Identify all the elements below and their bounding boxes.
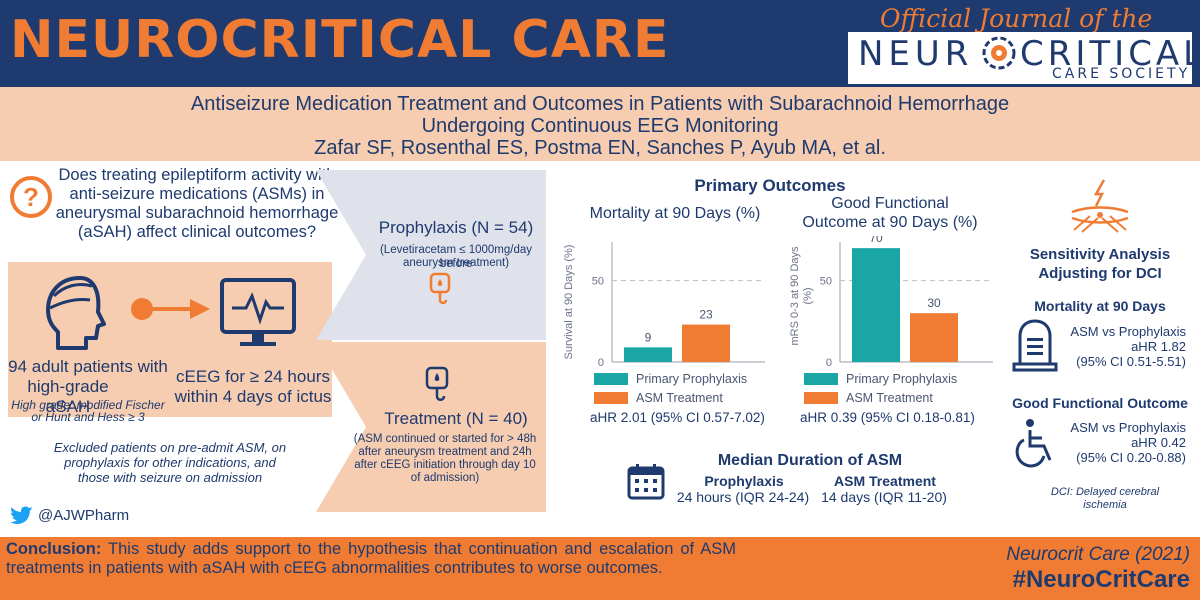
wheelchair-icon: [1015, 419, 1052, 468]
legend-label-asm-2: ASM Treatment: [846, 391, 933, 405]
bar-value-label-1-0: 70: [869, 236, 883, 245]
excluded-line1: Excluded patients on pre-admit ASM, on: [53, 440, 287, 455]
society-logo-icon: [982, 36, 1016, 70]
twitter-handle[interactable]: @AJWPharm: [38, 507, 130, 524]
patient-band: [8, 262, 332, 417]
arrow-right-icon: [131, 298, 210, 320]
article-title-line2: Undergoing Continuous EEG Monitoring: [421, 115, 779, 137]
high-grade-line2: or Hunt and Hess ≥ 3: [31, 410, 145, 424]
iv-bag-icon-treatment: [425, 366, 449, 401]
functional-ahr: aHR 0.39 (95% CI 0.18-0.81): [800, 410, 975, 425]
ceeg-line2: within 4 days of ictus: [174, 387, 332, 406]
calendar-icon: [627, 464, 665, 500]
sensitivity-heading-line2: Adjusting for DCI: [1038, 265, 1162, 282]
sensitivity-functional-line1: ASM vs Prophylaxis: [1070, 420, 1186, 435]
sensitivity-functional-line2: aHR 0.42: [1131, 435, 1186, 450]
society-name-part2: CRITICAL: [1020, 34, 1200, 74]
bar-0-0: [624, 347, 672, 362]
citation: Neurocrit Care (2021): [1006, 544, 1190, 565]
ceeg-line1: cEEG for ≥ 24 hours: [176, 367, 330, 386]
legend-label-prophylaxis-1: Primary Prophylaxis: [636, 372, 748, 386]
bar-1-0: [852, 248, 900, 362]
hashtag[interactable]: #NeuroCritCare: [1012, 566, 1190, 593]
sensitivity-functional-line3: (95% CI 0.20-0.88): [1076, 450, 1186, 465]
dci-note-line2: ischemia: [1083, 499, 1127, 511]
treatment-note-line2: after aneurysm treatment and 24h: [358, 446, 532, 458]
treatment-title: Treatment (N = 40): [384, 409, 528, 428]
twitter-bird-icon: [10, 506, 33, 524]
y-tick-label-1-0: 0: [826, 357, 832, 368]
conclusion-body: This study adds support to the hypothesi…: [6, 540, 736, 577]
legend-swatch-asm-1: [594, 392, 628, 404]
prophylaxis-note-line2: aneurysm treatment): [402, 257, 510, 269]
sensitivity-heading-line1: Sensitivity Analysis: [1029, 246, 1171, 263]
patients-line1: 94 adult patients with: [8, 357, 168, 376]
high-grade-line1: High grade: modified Fischer: [11, 398, 165, 412]
sensitivity-mortality-line1: ASM vs Prophylaxis: [1070, 324, 1186, 339]
sensitivity-mortality-line3: (95% CI 0.51-5.51): [1076, 354, 1186, 369]
bar-1-1: [910, 313, 958, 362]
group-panels-shape: [316, 170, 546, 512]
excluded-line3: those with seizure on admission: [77, 470, 263, 485]
question-icon: ?: [10, 176, 52, 218]
conclusion-text: Conclusion: This study adds support to t…: [6, 540, 736, 578]
excluded-line2: prophylaxis for other indications, and: [64, 455, 276, 470]
bar-value-label-0-1: 23: [699, 308, 713, 322]
sensitivity-mortality-line2: aHR 1.82: [1131, 339, 1186, 354]
legend-label-prophylaxis-2: Primary Prophylaxis: [846, 372, 958, 386]
brain-bleed-icon: [1071, 179, 1129, 233]
bar-value-label-1-1: 30: [927, 296, 941, 310]
functional-ylabel-line1: mRS 0-3 at 90 Days: [789, 246, 801, 346]
society-logo-box: [848, 32, 1192, 84]
conclusion-band: [0, 537, 1200, 600]
legend-swatch-prophylaxis-1: [594, 373, 628, 385]
mortality-chart-title: Mortality at 90 Days (%): [589, 205, 761, 222]
research-question: Does treating epileptiform activity with…: [55, 166, 339, 241]
functional-chart-title-line2: Outcome at 90 Days (%): [802, 214, 978, 231]
y-tick-label-0-0: 0: [598, 357, 604, 368]
sensitivity-mortality-heading: Mortality at 90 Days: [1034, 298, 1166, 314]
head-profile-icon: [46, 276, 106, 350]
functional-chart-title-line1: Good Functional: [831, 195, 949, 212]
mortality-bar-chart: Survival at 90 Days (%) 0 50 9 23: [563, 242, 765, 368]
treatment-note-line3: after cEEG initiation through day 10: [354, 459, 536, 471]
iv-bag-icon-prophylaxis: [429, 272, 451, 305]
duration-heading: Median Duration of ASM: [717, 452, 903, 469]
article-title-line1: Antiseizure Medication Treatment and Out…: [190, 93, 1010, 115]
bar-value-label-0-0: 9: [645, 330, 652, 344]
functional-bar-chart: mRS 0-3 at 90 Days (%) 0 50 70 30: [789, 236, 993, 368]
legend-swatch-asm-2: [804, 392, 838, 404]
legend-label-asm-1: ASM Treatment: [636, 391, 723, 405]
eeg-monitor-icon: [220, 278, 296, 346]
society-name-part1: NEUR: [858, 34, 974, 74]
society-subtitle: CARE SOCIETY: [1052, 66, 1191, 82]
article-authors: Zafar SF, Rosenthal ES, Postma EN, Sanch…: [314, 137, 886, 159]
mortality-ylabel: Survival at 90 Days (%): [563, 245, 575, 360]
duration-asm-label: ASM Treatment: [834, 473, 936, 489]
tombstone-icon: [1012, 319, 1058, 372]
y-tick-label-1-1: 50: [820, 276, 832, 288]
mortality-ahr: aHR 2.01 (95% CI 0.57-7.02): [590, 410, 765, 425]
treatment-note-line4: of admission): [410, 472, 480, 484]
bar-0-1: [682, 324, 730, 362]
journal-title: NEUROCRITICAL CARE: [10, 10, 670, 70]
duration-prophylaxis-value: 24 hours (IQR 24-24): [676, 489, 810, 505]
treatment-note-line1: (ASM continued or started for > 48h: [353, 433, 537, 445]
duration-asm-value: 14 days (IQR 11-20): [821, 489, 947, 505]
patients-line2: high-grade aSAH: [27, 377, 109, 416]
y-tick-label-0-1: 50: [592, 276, 604, 288]
dci-note-line1: DCI: Delayed cerebral: [1050, 486, 1160, 498]
functional-ylabel-line2: (%): [802, 287, 814, 304]
duration-prophylaxis-label: Prophylaxis: [704, 473, 784, 489]
primary-outcomes-heading: Primary Outcomes: [694, 176, 846, 195]
legend-swatch-prophylaxis-2: [804, 373, 838, 385]
sensitivity-functional-heading: Good Functional Outcome: [1012, 395, 1188, 411]
prophylaxis-title: Prophylaxis (N = 54): [378, 218, 534, 237]
prophylaxis-note-line1: (Levetiracetam ≤ 1000mg/day before: [379, 244, 533, 270]
official-journal-line: Official Journal of the: [880, 4, 1153, 33]
title-band: [0, 87, 1200, 161]
conclusion-label: Conclusion:: [6, 540, 102, 558]
